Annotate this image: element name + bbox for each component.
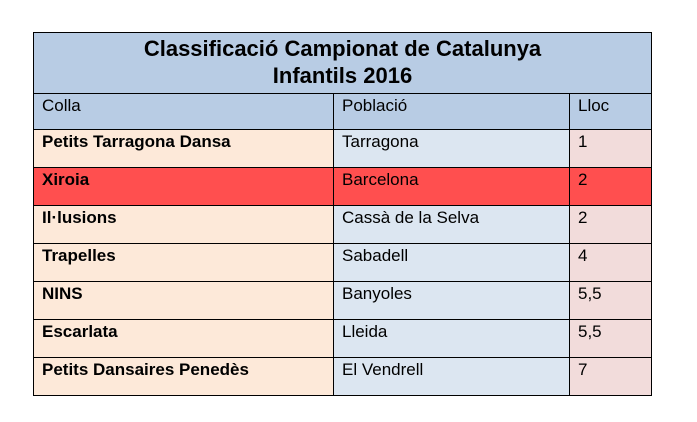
column-header-team: Colla [33, 93, 334, 130]
table-row: Trapelles Sabadell 4 [33, 243, 652, 282]
place-cell: 5,5 [569, 319, 652, 358]
table-title-line2: Infantils 2016 [272, 63, 413, 88]
team-cell: Xiroia [33, 167, 334, 206]
place-cell: 4 [569, 243, 652, 282]
town-cell: Cassà de la Selva [333, 205, 570, 244]
place-cell: 2 [569, 167, 652, 206]
team-cell: Il·lusions [33, 205, 334, 244]
team-cell: Petits Dansaires Penedès [33, 357, 334, 396]
team-cell: Escarlata [33, 319, 334, 358]
table-row: Xiroia Barcelona 2 [33, 167, 652, 206]
team-cell: Trapelles [33, 243, 334, 282]
team-cell: NINS [33, 281, 334, 320]
table-row: Petits Dansaires Penedès El Vendrell 7 [33, 357, 652, 396]
table-row: Escarlata Lleida 5,5 [33, 319, 652, 358]
column-header-place: Lloc [569, 93, 652, 130]
column-header-town: Població [333, 93, 570, 130]
standings-table: Classificació Campionat de Catalunya Inf… [33, 32, 652, 396]
place-cell: 5,5 [569, 281, 652, 320]
title-row: Classificació Campionat de Catalunya Inf… [33, 32, 652, 94]
town-cell: Banyoles [333, 281, 570, 320]
town-cell: Lleida [333, 319, 570, 358]
table-row: NINS Banyoles 5,5 [33, 281, 652, 320]
place-cell: 7 [569, 357, 652, 396]
table-row: Petits Tarragona Dansa Tarragona 1 [33, 129, 652, 168]
town-cell: El Vendrell [333, 357, 570, 396]
town-cell: Barcelona [333, 167, 570, 206]
town-cell: Sabadell [333, 243, 570, 282]
town-cell: Tarragona [333, 129, 570, 168]
place-cell: 2 [569, 205, 652, 244]
table-row: Il·lusions Cassà de la Selva 2 [33, 205, 652, 244]
header-row: Colla Població Lloc [33, 93, 652, 130]
team-cell: Petits Tarragona Dansa [33, 129, 334, 168]
place-cell: 1 [569, 129, 652, 168]
table-title: Classificació Campionat de Catalunya Inf… [33, 32, 652, 94]
table-title-line1: Classificació Campionat de Catalunya [143, 36, 542, 61]
